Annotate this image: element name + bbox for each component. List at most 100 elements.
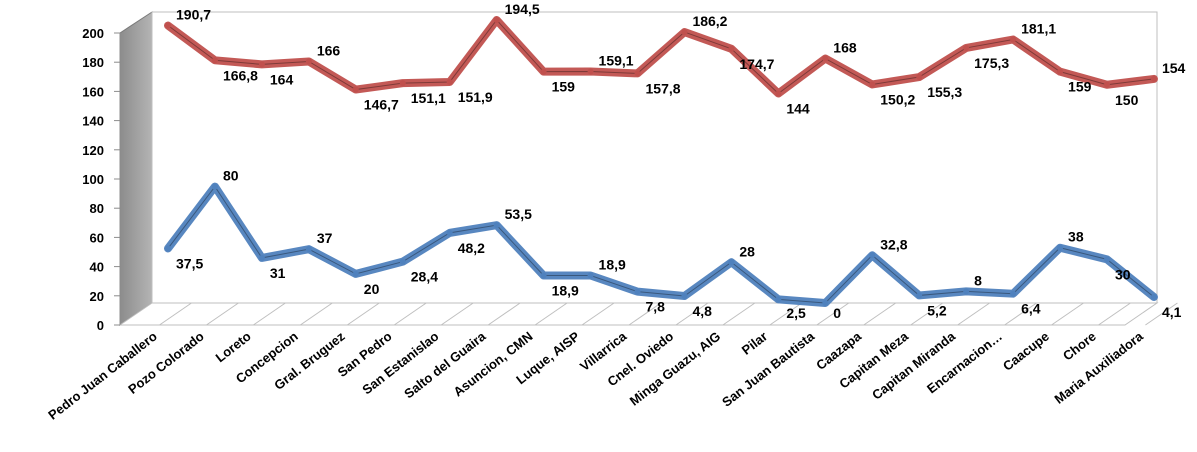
data-label: 194,5 (505, 1, 540, 17)
series-0-point (165, 22, 171, 29)
data-label: 53,5 (505, 206, 532, 222)
data-label: 4,8 (692, 303, 712, 319)
series-0-point (1057, 68, 1064, 75)
series-1-point (1104, 256, 1110, 263)
data-label: 18,9 (552, 283, 579, 299)
y-tick-label: 200 (82, 26, 104, 41)
y-tick-label: 140 (82, 114, 104, 129)
x-tick-mark (1051, 302, 1084, 326)
y-tick-label: 80 (90, 201, 104, 216)
category-label: Salto del Guaira (401, 328, 489, 401)
series-1-point (446, 229, 453, 236)
series-1-point (1057, 244, 1064, 251)
series-0-point (587, 68, 594, 75)
x-tick-mark (253, 302, 286, 326)
series-0-point (258, 61, 265, 68)
data-label: 48,2 (458, 240, 485, 256)
x-tick-mark (300, 302, 333, 326)
x-tick-mark (957, 302, 990, 326)
data-label: 150,2 (880, 91, 915, 107)
category-label: Capitan Miranda (869, 328, 959, 403)
data-label: 154 (1162, 60, 1186, 76)
series-0-point (1104, 81, 1110, 88)
x-tick-mark (1098, 302, 1131, 326)
y-tick-label: 40 (90, 260, 104, 275)
x-tick-mark (675, 302, 709, 326)
data-label: 159 (552, 79, 576, 95)
data-label: 7,8 (646, 299, 666, 315)
x-tick-mark (206, 302, 239, 326)
data-label: 168 (833, 40, 857, 56)
x-tick-mark (393, 302, 427, 326)
category-label: Pilar (739, 329, 770, 358)
series-0-point (916, 74, 923, 81)
data-label: 150 (1115, 92, 1139, 108)
data-label: 186,2 (692, 13, 727, 29)
data-label: 5,2 (927, 302, 947, 318)
data-label: 8 (974, 272, 982, 288)
series-1-point (1150, 294, 1157, 301)
x-tick-mark (816, 302, 850, 326)
y-tick-label: 120 (82, 143, 104, 158)
series-1-point (258, 254, 265, 261)
floor (118, 302, 1159, 326)
series-1-point (916, 292, 923, 299)
data-label: 6,4 (1021, 301, 1041, 317)
series-0-point (305, 58, 312, 65)
x-tick-mark (769, 302, 803, 326)
series-1-point (540, 272, 547, 279)
data-label: 157,8 (646, 80, 681, 96)
side-wall (119, 11, 153, 326)
series-1-point (1010, 290, 1017, 297)
data-label: 166,8 (223, 67, 258, 83)
x-tick-mark (346, 302, 380, 326)
data-label: 166 (317, 42, 341, 58)
data-label: 38 (1068, 229, 1084, 245)
series-0-edge (167, 19, 1155, 95)
y-tick-label: 100 (82, 172, 104, 187)
data-label: 30 (1115, 266, 1131, 282)
data-label: 181,1 (1021, 20, 1056, 36)
category-label: Chore (1060, 329, 1099, 364)
series-0-point (540, 68, 547, 75)
x-tick-mark (440, 302, 474, 326)
data-label: 164 (270, 71, 294, 87)
category-label: Asuncion, CMN (451, 329, 536, 400)
series-0-point (963, 44, 970, 51)
series-1-point (587, 272, 594, 279)
series-0-point (211, 57, 218, 64)
y-axis: 0 20 40 60 80 100 120 140 160 180 200 (82, 26, 121, 333)
series-0-point (1010, 36, 1017, 43)
data-label: 174,7 (739, 56, 774, 72)
series-1-point (493, 222, 500, 229)
series-1-point (775, 296, 782, 303)
x-tick-mark (722, 302, 756, 326)
series-0-point (869, 81, 876, 88)
series-1-point (211, 183, 218, 190)
data-label: 2,5 (786, 305, 806, 321)
data-label: 146,7 (364, 97, 399, 113)
data-label: 151,9 (458, 89, 493, 105)
y-tick-label: 180 (82, 55, 104, 70)
series-1-point (352, 270, 359, 277)
data-label: 159,1 (599, 53, 634, 69)
data-label: 28,4 (411, 269, 438, 285)
series-1-point (869, 252, 876, 259)
y-tick-label: 160 (82, 84, 104, 99)
data-label: 37,5 (176, 255, 203, 271)
x-tick-mark (487, 302, 521, 326)
data-label: 20 (364, 281, 380, 297)
data-label: 37 (317, 230, 333, 246)
x-tick-mark (910, 302, 943, 326)
data-label: 28 (739, 243, 755, 259)
data-label: 155,3 (927, 84, 962, 100)
series-0-point (446, 78, 453, 85)
series-0-point (634, 70, 641, 77)
data-labels: 190,7 166,8 164 166 146,7 151,1 151,9 194,5 159 1… (176, 1, 1186, 321)
series-1-point (305, 246, 312, 253)
series-1-point (634, 288, 641, 295)
series-lines (164, 16, 1158, 307)
x-tick-mark (581, 302, 615, 326)
series-1-point (822, 300, 829, 306)
